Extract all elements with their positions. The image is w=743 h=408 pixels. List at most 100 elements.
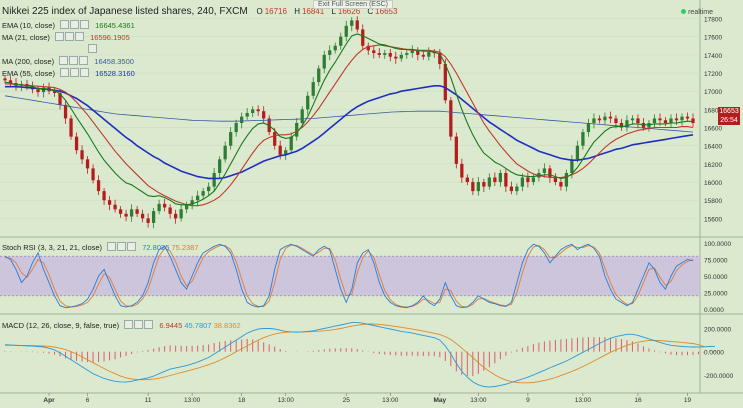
y-tick-label: 17600 [704, 35, 722, 42]
legend-controls[interactable] [107, 242, 137, 252]
x-tick-label: 18 [238, 397, 246, 404]
settings-icon[interactable] [134, 320, 144, 329]
stoch-k-line [4, 243, 694, 309]
candle-body [124, 213, 128, 217]
eye-icon[interactable] [60, 68, 70, 77]
legend-controls[interactable] [55, 32, 85, 42]
legend-controls[interactable] [60, 68, 90, 78]
candle-body [405, 53, 409, 55]
macd-y-tick-label: 200.0000 [704, 326, 731, 333]
candle-body [504, 172, 508, 187]
candle-body [184, 204, 189, 210]
legend-value-hist: 6.9445 [159, 321, 183, 330]
low-label: L [331, 7, 336, 16]
legend-controls[interactable] [88, 44, 98, 54]
eye-icon[interactable] [59, 56, 69, 65]
y-tick-label: 15800 [704, 198, 722, 205]
legend-stoch-rsi[interactable]: Stoch RSI (3, 3, 21, 21, close) 72.8025 … [2, 242, 199, 252]
ohlc-readout: O 16716 H 16841 L 16626 C 16653 [256, 7, 402, 16]
candle-body [498, 172, 502, 183]
exit-full-screen-button[interactable]: Exit Full Screen (ESC) [313, 0, 394, 9]
candle-body [542, 168, 547, 173]
close-icon[interactable] [79, 56, 89, 65]
eye-icon[interactable] [124, 320, 134, 329]
candle-body [581, 132, 585, 146]
close-icon[interactable] [80, 20, 90, 29]
candle-body [586, 123, 591, 133]
candle-body [311, 82, 315, 96]
settings-icon[interactable] [70, 20, 80, 29]
candle-body [438, 53, 442, 64]
candle-body [608, 116, 613, 119]
eye-icon[interactable] [107, 242, 117, 251]
candle-body [91, 168, 95, 181]
candle-body [251, 109, 255, 114]
ema55-line [5, 85, 694, 180]
settings-icon[interactable] [69, 56, 79, 65]
candle-body [553, 177, 558, 183]
candle-body [388, 53, 392, 57]
legend-label: EMA (10, close) [2, 21, 55, 30]
x-tick-label: 13:00 [470, 397, 487, 404]
legend-controls[interactable] [60, 20, 90, 30]
legend-ema55[interactable]: EMA (55, close) 16528.3160 [2, 68, 135, 78]
legend-hidden-indicator[interactable] [2, 44, 101, 54]
candle-body [201, 191, 205, 196]
x-tick-label: May [433, 397, 446, 404]
legend-ema10[interactable]: EMA (10, close) 16645.4361 [2, 20, 135, 30]
legend-controls[interactable] [59, 56, 89, 66]
legend-ma200[interactable]: MA (200, close) 16458.3500 [2, 56, 134, 66]
candle-body [322, 54, 326, 69]
eye-icon[interactable] [60, 20, 70, 29]
candle-body [520, 177, 525, 187]
y-tick-label: 17800 [704, 17, 722, 24]
candle-body [245, 113, 249, 117]
settings-icon[interactable] [70, 68, 80, 77]
legend-value: 16528.3160 [95, 69, 135, 78]
close-icon[interactable] [127, 242, 137, 251]
close-icon[interactable] [144, 320, 154, 329]
candle-body [317, 68, 321, 83]
candle-body [421, 54, 425, 57]
candle-body [196, 195, 200, 201]
close-icon[interactable] [80, 68, 90, 77]
stoch-y-tick-label: 75.0000 [704, 258, 728, 265]
legend-value: 16596.1905 [90, 33, 130, 42]
candle-body [674, 118, 679, 121]
candle-body [218, 159, 222, 173]
candle-body [74, 136, 79, 151]
legend-ma21[interactable]: MA (21, close) 16596.1905 [2, 32, 130, 42]
close-icon[interactable] [75, 32, 85, 41]
macd-y-tick-label: -200.0000 [704, 373, 734, 380]
candle-body [284, 150, 288, 155]
candle-body [146, 218, 150, 223]
candle-body [680, 116, 684, 121]
countdown-tag: 26:54 [718, 116, 740, 125]
legend-macd[interactable]: MACD (12, 26, close, 9, false, true) 6.9… [2, 320, 241, 330]
candle-body [471, 182, 475, 192]
settings-icon[interactable] [65, 32, 75, 41]
open-label: O [256, 7, 263, 16]
close-label: C [367, 7, 374, 16]
x-tick-label: 19 [684, 397, 692, 404]
candle-body [460, 163, 464, 178]
eye-icon[interactable] [55, 32, 65, 41]
candle-body [531, 177, 536, 183]
candle-body [383, 53, 387, 55]
candle-body [223, 145, 227, 160]
candle-body [118, 209, 123, 214]
candle-body [80, 150, 84, 160]
candle-body [465, 177, 469, 183]
legend-controls[interactable] [124, 320, 154, 330]
eye-icon[interactable] [88, 44, 97, 53]
settings-icon[interactable] [117, 242, 127, 251]
candle-body [113, 204, 117, 210]
candle-body [509, 186, 514, 192]
x-tick-label: 6 [86, 397, 90, 404]
candle-body [3, 78, 7, 81]
x-tick-label: 16 [634, 397, 642, 404]
candle-body [597, 118, 602, 121]
candle-body [96, 180, 101, 192]
candle-body [394, 56, 398, 59]
